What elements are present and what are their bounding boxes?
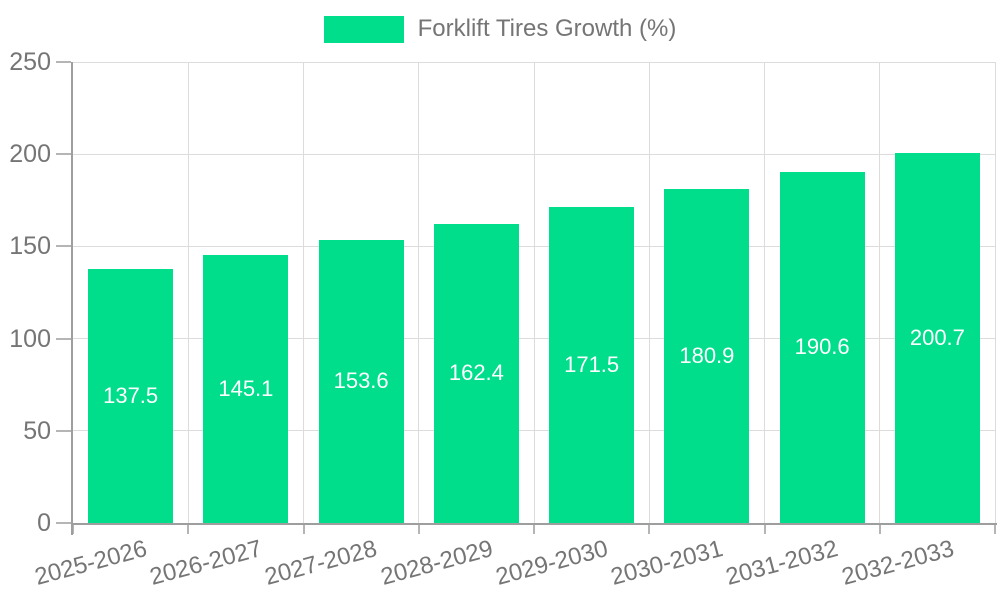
bar: 171.5 [549, 206, 635, 523]
legend-series-label: Forklift Tires Growth (%) [417, 15, 677, 42]
y-tick-label: 250 [9, 48, 51, 76]
bar: 145.1 [203, 255, 289, 523]
x-axis-tick [648, 523, 651, 534]
x-tick-label: 2029-2030 [492, 535, 611, 591]
x-tick-label: 2028-2029 [377, 535, 496, 591]
x-tick-label: 2026-2027 [147, 535, 265, 591]
x-axis-tick [302, 523, 305, 534]
bar-value-label: 137.5 [103, 383, 159, 409]
x-tick-label: 2032-2033 [838, 535, 957, 591]
x-gridline [303, 62, 304, 523]
y-axis-tick [56, 153, 71, 156]
bar-value-label: 171.5 [564, 351, 620, 377]
y-axis-tick [56, 337, 71, 340]
bar: 137.5 [88, 269, 174, 523]
plot-area: 0 50 100 150 200 250 137.5 145.1 153.6 162.4 171.5… [9, 48, 997, 591]
y-tick-label: 150 [9, 232, 51, 261]
x-axis-tick [72, 523, 74, 534]
bar: 162.4 [433, 223, 519, 523]
y-axis-tick [56, 429, 71, 432]
x-axis-tick [533, 523, 535, 534]
x-axis-tick [187, 523, 190, 534]
x-tick-label: 2025-2026 [31, 535, 150, 591]
bar: 190.6 [779, 171, 865, 523]
x-axis-tick [878, 523, 881, 534]
x-axis-tick [763, 523, 766, 534]
bar-value-label: 190.6 [794, 334, 850, 360]
y-tick-label: 200 [9, 140, 51, 169]
y-axis-tick [56, 245, 71, 248]
x-gridline [533, 62, 535, 523]
chart-legend[interactable]: Forklift Tires Growth (%) [0, 15, 1000, 43]
y-tick-label: 0 [37, 509, 51, 537]
x-axis-tick [994, 523, 996, 534]
x-gridline [418, 62, 420, 523]
bar: 200.7 [894, 152, 980, 523]
y-tick-label: 50 [23, 416, 51, 445]
x-gridline [994, 62, 996, 523]
y-tick-label: 100 [9, 324, 51, 353]
bar-value-label: 145.1 [218, 376, 274, 402]
x-tick-label: 2031-2032 [723, 535, 842, 591]
x-gridline [879, 62, 881, 523]
x-tick-label: 2030-2031 [608, 535, 726, 591]
y-axis-tick [56, 522, 71, 524]
y-axis-line [71, 62, 73, 535]
x-gridline [648, 62, 650, 523]
bar-value-label: 180.9 [679, 343, 735, 369]
legend-swatch [323, 15, 404, 43]
bar: 153.6 [318, 239, 404, 523]
bar: 180.9 [664, 189, 750, 523]
bar-value-label: 200.7 [909, 324, 965, 350]
x-gridline [187, 62, 189, 523]
x-tick-label: 2027-2028 [262, 535, 381, 591]
bar-value-label: 153.6 [333, 368, 389, 394]
x-axis-tick [417, 523, 420, 534]
x-gridline [764, 62, 765, 523]
bar-value-label: 162.4 [448, 360, 504, 386]
x-axis-line [71, 523, 997, 525]
y-axis-tick [56, 61, 71, 63]
